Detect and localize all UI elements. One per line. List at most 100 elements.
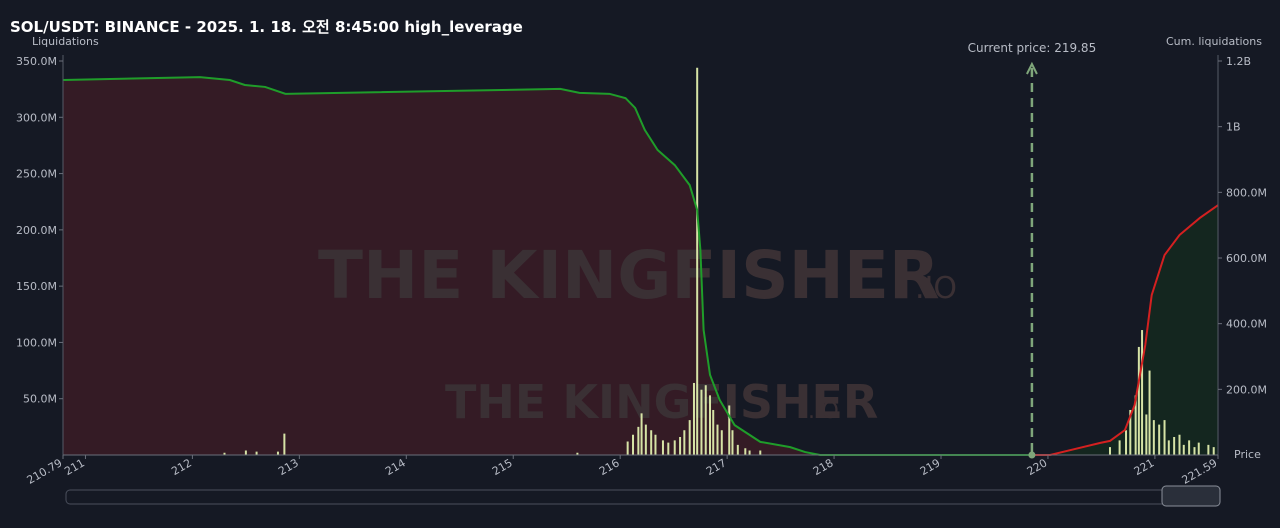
bar bbox=[667, 442, 670, 455]
bar bbox=[632, 434, 635, 455]
bar bbox=[1193, 447, 1196, 455]
y2-tick-label: 1.2B bbox=[1226, 55, 1251, 68]
x-tick-label: 219 bbox=[918, 456, 943, 478]
x-tick-label: 218 bbox=[811, 456, 836, 478]
bar bbox=[654, 434, 657, 455]
bar bbox=[1207, 444, 1210, 455]
y2-tick-label: 800.0M bbox=[1226, 186, 1267, 199]
bar bbox=[692, 382, 695, 455]
bar bbox=[1152, 420, 1155, 455]
bar bbox=[679, 436, 682, 455]
bar bbox=[1148, 370, 1151, 455]
bar bbox=[1158, 424, 1161, 455]
y-tick-label: 50.0M bbox=[23, 393, 57, 406]
bar bbox=[759, 450, 762, 455]
cum-line bbox=[62, 76, 1032, 456]
y2-tick-label: 600.0M bbox=[1226, 252, 1267, 265]
bar bbox=[696, 67, 699, 456]
watermark-suffix: .IO bbox=[915, 271, 957, 306]
scrollbar[interactable] bbox=[65, 489, 1219, 505]
x-tick-label: 210.79 bbox=[25, 456, 65, 487]
bar bbox=[683, 430, 686, 455]
bar bbox=[673, 440, 676, 455]
bar bbox=[1137, 346, 1140, 455]
bar bbox=[1163, 420, 1166, 455]
x-tick-label: 211 bbox=[62, 456, 87, 478]
bar bbox=[637, 426, 640, 455]
current-price-dot bbox=[1028, 451, 1036, 459]
bar bbox=[716, 424, 719, 455]
bar bbox=[1118, 440, 1121, 455]
bar bbox=[1141, 330, 1144, 455]
y2-tick-label: 1B bbox=[1226, 121, 1241, 134]
current-price-arrow bbox=[1026, 61, 1038, 75]
x-tick-label: 213 bbox=[276, 456, 301, 478]
current-price-label: Current price: 219.85 bbox=[968, 41, 1097, 55]
bar bbox=[700, 389, 703, 455]
bar bbox=[688, 420, 691, 455]
watermark-text: THE KINGFISHER bbox=[445, 375, 878, 429]
watermark-suffix: .IO bbox=[808, 399, 839, 424]
bar bbox=[736, 444, 739, 455]
y2-tick-label: 400.0M bbox=[1226, 318, 1267, 331]
bar bbox=[744, 448, 747, 455]
y-tick-label: 150.0M bbox=[16, 280, 57, 293]
x-axis-label: Price bbox=[1234, 448, 1261, 461]
bar bbox=[644, 424, 647, 455]
bar bbox=[1173, 436, 1176, 455]
bar bbox=[640, 413, 643, 455]
bar bbox=[728, 405, 731, 455]
bar bbox=[704, 385, 707, 455]
bar bbox=[1129, 409, 1132, 455]
scroll-handle[interactable] bbox=[1161, 485, 1221, 507]
bar bbox=[709, 395, 712, 455]
y-tick-label: 200.0M bbox=[16, 224, 57, 237]
bar bbox=[1125, 430, 1128, 455]
bar bbox=[576, 452, 579, 455]
chart-title: SOL/USDT: BINANCE - 2025. 1. 18. 오전 8:45… bbox=[10, 18, 523, 36]
bar bbox=[1145, 414, 1148, 455]
watermark-text: THE KINGFISHER bbox=[318, 237, 940, 314]
y-axis-label: Liquidations bbox=[32, 35, 99, 48]
bar bbox=[748, 450, 751, 455]
cum-area bbox=[63, 77, 1032, 456]
bar bbox=[1108, 447, 1111, 455]
bar bbox=[1178, 434, 1181, 455]
x-tick-label: 221 bbox=[1132, 456, 1157, 478]
bar bbox=[1167, 440, 1170, 455]
bar bbox=[255, 451, 258, 455]
x-tick-label: 215 bbox=[490, 456, 515, 478]
bar bbox=[276, 451, 279, 455]
y-tick-label: 350.0M bbox=[16, 55, 57, 68]
bar bbox=[626, 441, 629, 455]
bar bbox=[1134, 395, 1137, 455]
cum-line bbox=[1031, 204, 1219, 456]
watermark: THE KINGFISHER .IO THE KINGFISHER .IO bbox=[318, 237, 957, 429]
y2-axis-label: Cum. liquidations bbox=[1166, 35, 1262, 48]
y-tick-label: 300.0M bbox=[16, 111, 57, 124]
x-tick-label: 212 bbox=[169, 456, 194, 478]
bar bbox=[650, 430, 653, 455]
y-tick-label: 250.0M bbox=[16, 168, 57, 181]
bar bbox=[283, 433, 286, 455]
x-tick-label: 216 bbox=[597, 456, 622, 478]
x-tick-label: 221.59 bbox=[1180, 456, 1220, 487]
bar bbox=[731, 430, 734, 455]
cum-area bbox=[1031, 205, 1218, 455]
bar bbox=[661, 440, 664, 455]
bar bbox=[1212, 447, 1215, 455]
bar bbox=[720, 430, 723, 455]
bar bbox=[1182, 444, 1185, 455]
x-tick-label: 220 bbox=[1025, 456, 1050, 478]
y2-tick-label: 200.0M bbox=[1226, 383, 1267, 396]
bar bbox=[244, 450, 247, 455]
bar bbox=[712, 409, 715, 455]
x-tick-label: 217 bbox=[704, 456, 729, 478]
bar bbox=[223, 452, 226, 455]
bar bbox=[1197, 442, 1200, 455]
x-tick-label: 214 bbox=[383, 456, 408, 478]
bar bbox=[1188, 440, 1191, 455]
y-tick-label: 100.0M bbox=[16, 336, 57, 349]
